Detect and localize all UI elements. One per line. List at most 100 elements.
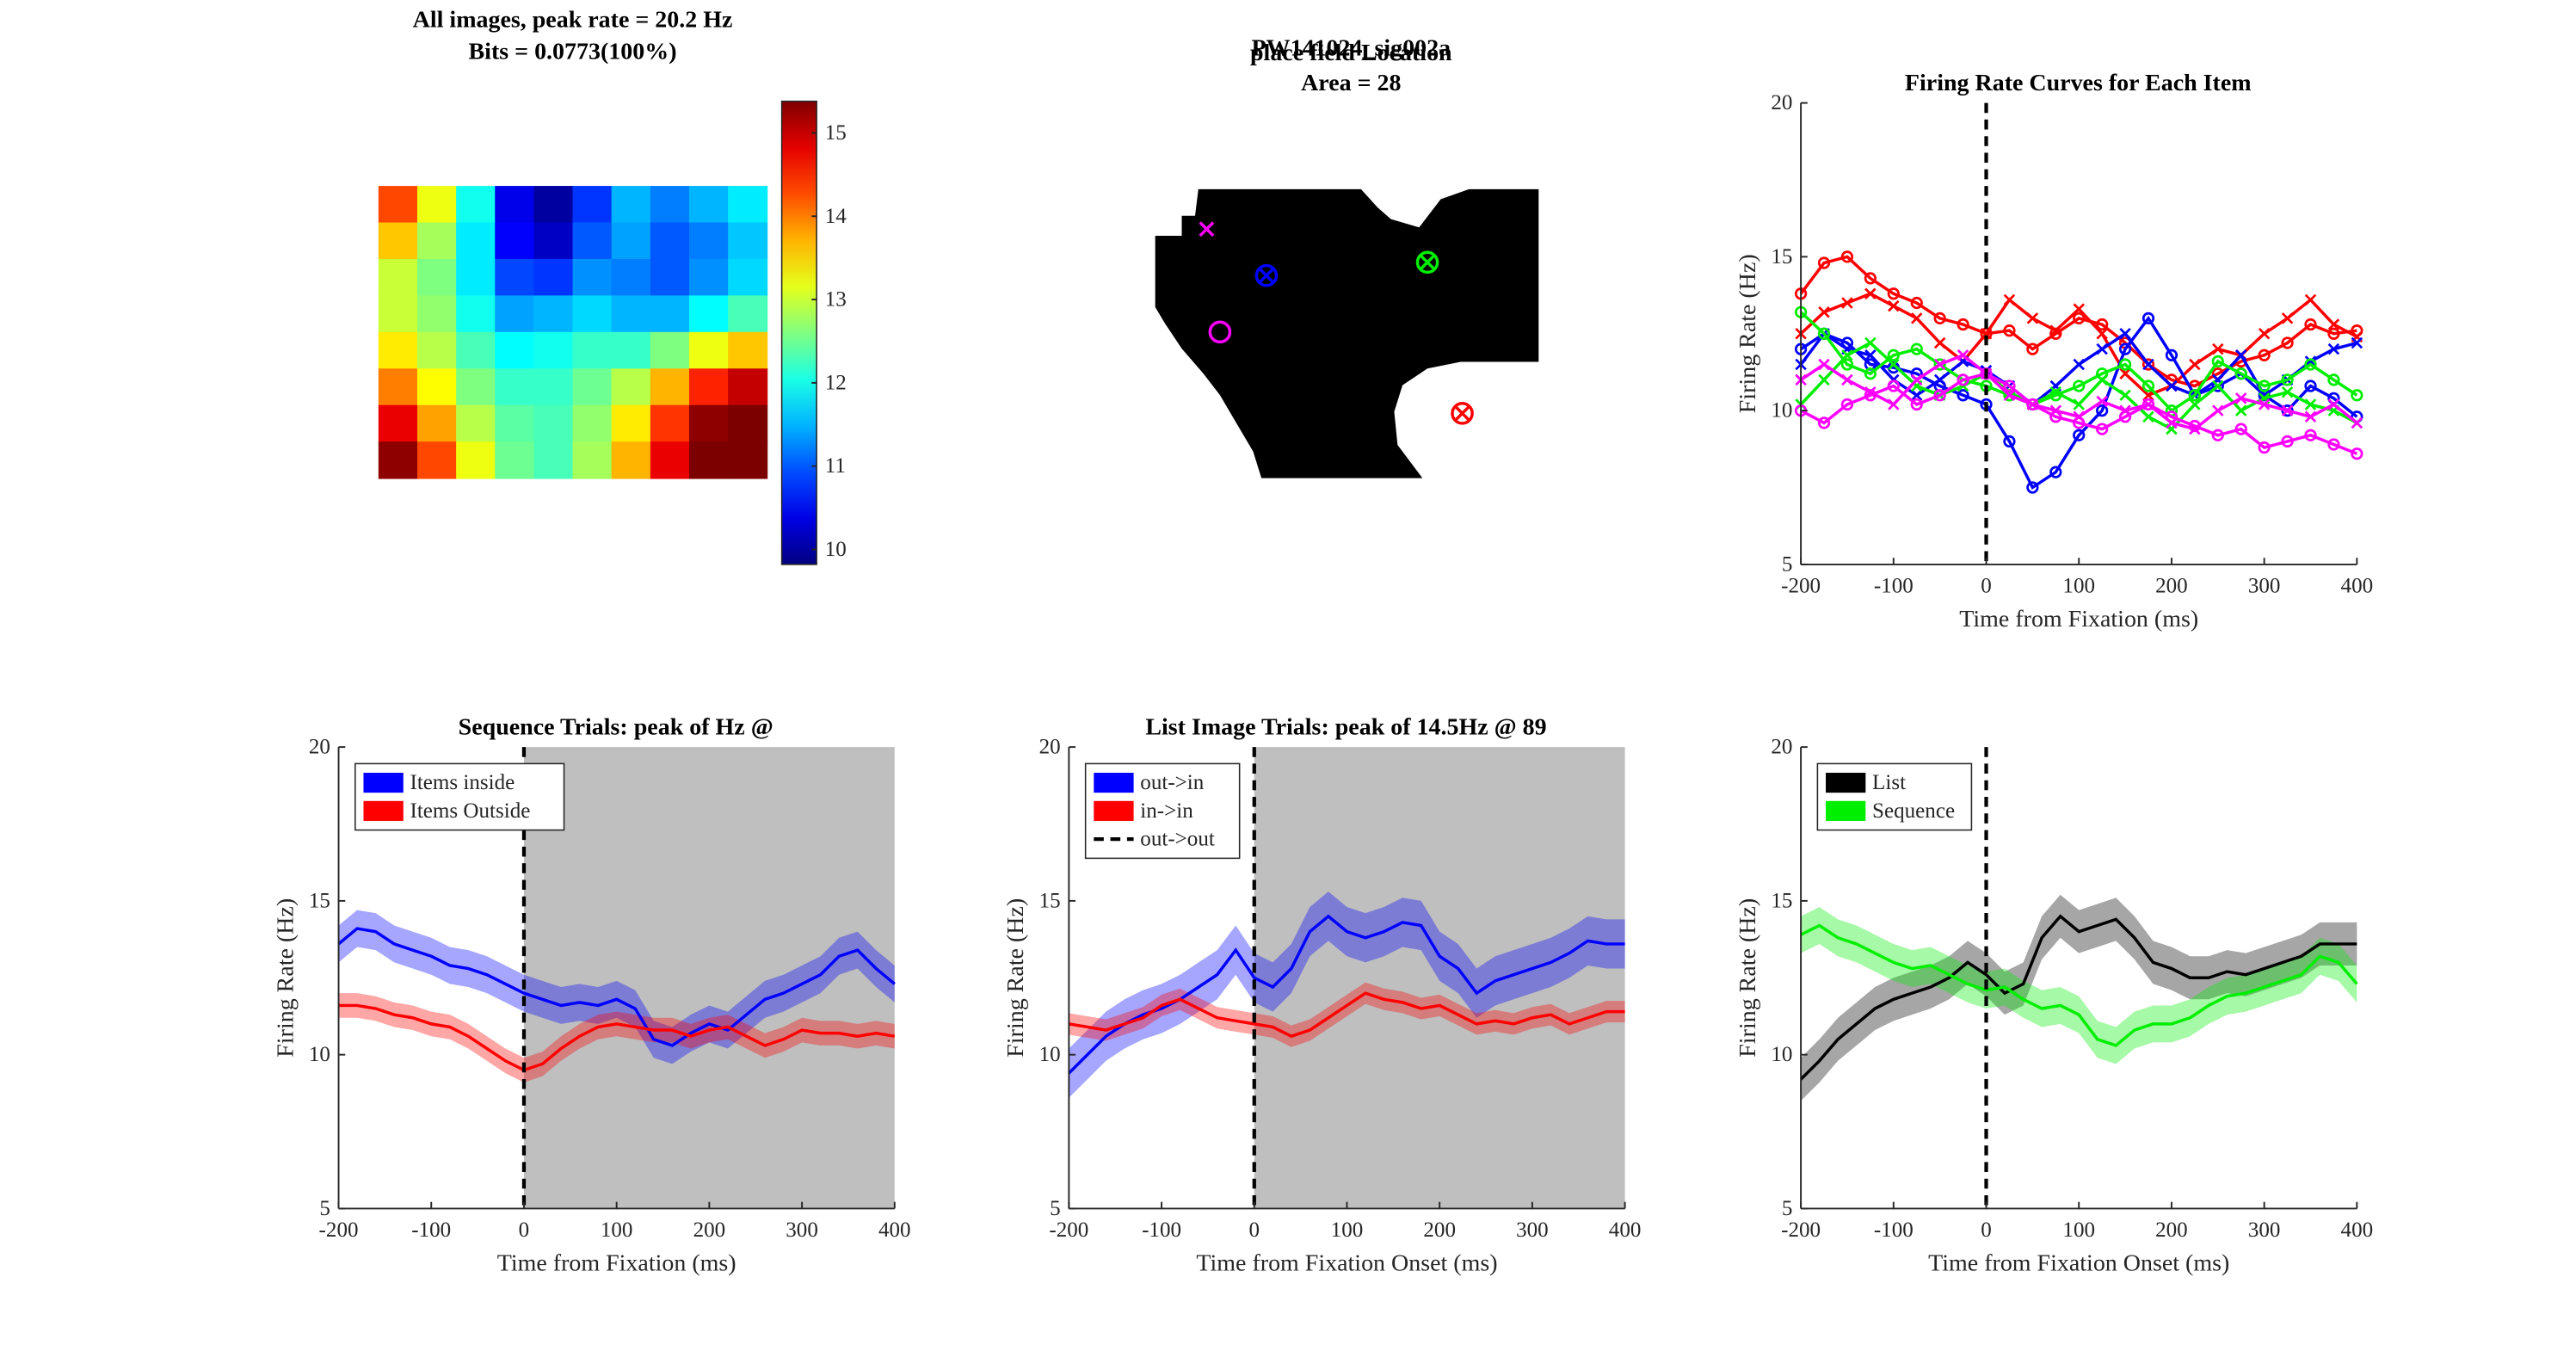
point-marker xyxy=(2281,373,2294,386)
point-marker xyxy=(1841,349,1853,361)
y-tick-label: 10 xyxy=(1771,1043,1792,1066)
x-tick-label: 0 xyxy=(1249,1219,1260,1242)
point-marker xyxy=(1957,318,1969,331)
y-tick-label: 20 xyxy=(1771,91,1792,114)
heat-cell xyxy=(611,331,651,370)
heat-cell xyxy=(650,404,690,443)
point-marker xyxy=(2327,398,2340,410)
point-marker xyxy=(2142,398,2154,410)
point-marker xyxy=(2096,404,2109,417)
heat-cell xyxy=(378,331,418,370)
heat-cell xyxy=(533,441,574,479)
x-tick-label: 200 xyxy=(2155,1219,2188,1242)
chart-title-overlay: place field Location xyxy=(1250,40,1452,66)
point-marker xyxy=(2049,324,2062,336)
heat-cell xyxy=(495,368,535,406)
point-marker xyxy=(2142,312,2155,325)
y-tick-label: 5 xyxy=(1050,1197,1061,1220)
heat-cell xyxy=(611,368,651,406)
point-marker xyxy=(2003,324,2016,337)
point-marker xyxy=(2327,438,2340,451)
point-marker xyxy=(2142,410,2154,423)
heat-cell xyxy=(728,404,768,443)
heat-cell xyxy=(728,441,768,479)
point-marker xyxy=(1887,379,1900,392)
point-marker xyxy=(2142,379,2155,392)
heat-cell xyxy=(728,186,768,224)
point-marker xyxy=(2166,379,2178,392)
legend-swatch xyxy=(1094,773,1134,793)
x-tick-label: 300 xyxy=(2248,1219,2281,1242)
y-tick-label: 20 xyxy=(1771,736,1792,759)
point-marker xyxy=(2003,379,2016,392)
heat-cell xyxy=(416,295,458,333)
point-marker xyxy=(2118,342,2132,355)
colorbar-tick-label: 13 xyxy=(825,288,847,312)
point-marker xyxy=(1910,296,1923,310)
point-marker xyxy=(2073,379,2086,392)
chart-subtitle: Area = 28 xyxy=(1301,70,1401,96)
x-tick-label: -200 xyxy=(1049,1219,1088,1242)
x-tick-label: 400 xyxy=(2341,574,2374,597)
heat-cell xyxy=(495,331,535,370)
point-marker xyxy=(2026,312,2039,324)
error-band xyxy=(1801,907,2357,1064)
heat-cell xyxy=(456,368,496,406)
point-marker xyxy=(2073,312,2086,325)
heat-cell xyxy=(728,258,768,297)
heat-cell xyxy=(650,222,690,260)
point-marker xyxy=(2304,410,2317,423)
heat-cell xyxy=(728,331,768,370)
point-marker xyxy=(2118,358,2132,371)
shaded-region xyxy=(523,747,895,1209)
heat-cell xyxy=(611,222,651,260)
shaded-region xyxy=(1254,747,1625,1209)
heat-cell xyxy=(456,258,496,297)
point-marker xyxy=(2189,358,2201,371)
heat-cell xyxy=(688,222,730,260)
point-marker xyxy=(1841,373,1853,386)
series-line xyxy=(338,1003,896,1072)
point-marker xyxy=(1933,312,1946,325)
point-marker xyxy=(2142,358,2155,371)
item-marker xyxy=(1451,402,1474,425)
point-marker xyxy=(2327,318,2340,330)
y-tick-label: 10 xyxy=(1039,1043,1061,1066)
point-marker xyxy=(2281,404,2294,416)
point-marker xyxy=(2258,398,2271,410)
point-marker xyxy=(2119,367,2131,379)
point-marker xyxy=(2096,318,2109,331)
y-tick-label: 15 xyxy=(1771,889,1792,912)
point-marker xyxy=(2049,466,2062,478)
point-marker xyxy=(2304,358,2317,371)
heat-cell xyxy=(533,404,574,443)
x-tick-label: 400 xyxy=(878,1219,911,1242)
point-marker xyxy=(1864,386,1877,398)
error-band xyxy=(338,910,895,1064)
heat-cell xyxy=(495,441,535,479)
heat-cell xyxy=(650,186,690,224)
point-marker xyxy=(1933,358,1946,371)
point-marker xyxy=(1817,416,1831,429)
heat-cell xyxy=(650,441,690,479)
x-tick-label: -100 xyxy=(1874,574,1914,597)
x-axis-label: Time from Fixation (ms) xyxy=(1959,606,2198,632)
point-marker xyxy=(1817,256,1831,269)
legend-label: List xyxy=(1872,771,1906,794)
point-marker xyxy=(2234,423,2247,435)
point-marker xyxy=(2096,373,2108,386)
point-marker xyxy=(2351,336,2363,349)
point-marker xyxy=(2258,379,2271,392)
point-marker xyxy=(1818,305,1830,318)
point-marker xyxy=(1887,349,1900,361)
point-marker xyxy=(1841,297,1853,309)
point-marker xyxy=(2258,441,2271,454)
error-band xyxy=(1801,894,2357,1101)
point-marker xyxy=(2234,367,2247,380)
heat-cell xyxy=(495,404,535,443)
item-marker xyxy=(1415,250,1439,275)
point-marker xyxy=(1910,342,1923,355)
x-tick-label: -200 xyxy=(319,1219,359,1242)
point-marker xyxy=(2258,328,2271,340)
